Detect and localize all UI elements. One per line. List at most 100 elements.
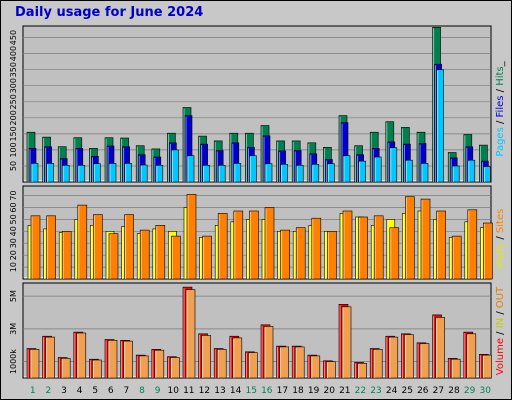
bar-sites	[139, 229, 150, 280]
bar-sites	[405, 196, 415, 280]
bar-pages	[171, 149, 179, 183]
side-label-part: OUT	[495, 286, 506, 308]
chart-title: Daily usage for June 2024	[15, 5, 204, 20]
bar-out	[388, 336, 399, 379]
bar-sites	[483, 222, 493, 280]
panel-3: 1000k 3M 5M	[9, 282, 492, 379]
bar-sites	[311, 217, 322, 280]
bar-pages	[249, 155, 257, 183]
bar-pages	[467, 159, 476, 183]
bar-sites	[342, 210, 353, 280]
y-tick-label: 200	[9, 110, 18, 125]
day-label: 5	[92, 386, 98, 396]
y-tick-label: 100	[9, 142, 18, 157]
y-tick-label: 30	[9, 238, 18, 248]
day-label: 18	[292, 386, 304, 396]
bar-out	[341, 306, 352, 379]
bar-pages	[389, 147, 398, 183]
y-tick-label: 60	[9, 202, 18, 212]
bar-pages	[233, 163, 242, 183]
day-label: 20	[323, 386, 335, 396]
day-label: 1	[30, 386, 36, 396]
bar-pages	[217, 165, 226, 183]
y-tick-label: 150	[9, 126, 18, 141]
bar-pages	[483, 166, 491, 183]
side-label-part: Sites	[495, 209, 506, 233]
bar-sites	[233, 210, 244, 280]
side-legends: Pages / Files / Hits_ Visits / Sites Volum…	[495, 60, 506, 375]
bar-out	[404, 334, 414, 379]
bar-sites	[202, 235, 212, 280]
y-tick-label: 5M	[9, 290, 18, 302]
bar-sites	[373, 215, 384, 280]
bar-out	[60, 357, 71, 379]
bar-sites	[124, 214, 134, 280]
bar-pages	[93, 163, 101, 183]
bar-pages	[358, 160, 366, 183]
bar-out	[435, 317, 445, 379]
bar-out	[185, 289, 196, 379]
bar-pages	[405, 159, 413, 183]
side-label-bottom: Volume / IN / OUT	[495, 286, 506, 375]
bar-sites	[264, 207, 275, 280]
bar-out	[279, 346, 289, 379]
bar-sites	[108, 233, 119, 280]
bar-sites	[280, 229, 290, 280]
bar-sites	[295, 227, 306, 280]
bar-out	[154, 349, 165, 379]
y-tick-label: 450	[9, 30, 18, 45]
bar-sites	[358, 216, 368, 280]
bar-out	[170, 357, 180, 379]
y-tick-label: 10	[9, 262, 18, 272]
day-label: 16	[261, 386, 273, 396]
y-tick-label: 20	[9, 250, 18, 260]
bar-out	[326, 361, 336, 379]
y-tick-label: 350	[9, 62, 18, 77]
day-label: 26	[417, 386, 429, 396]
bar-pages	[327, 163, 335, 183]
panel-2: 10 20 30 40 50 60 70	[9, 185, 493, 280]
bar-sites	[61, 231, 72, 280]
side-label-part: Hits	[495, 66, 506, 85]
y-tick-label: 250	[9, 94, 18, 109]
bar-pages	[77, 165, 86, 183]
bar-pages	[420, 163, 429, 183]
day-label: 8	[139, 386, 145, 396]
side-label-part: /	[495, 308, 506, 318]
side-label-part: /	[495, 86, 506, 96]
day-label: 11	[183, 386, 194, 396]
bar-out	[29, 348, 40, 379]
side-label-part: Pages	[495, 127, 506, 156]
side-label-middle: Visits / Sites	[495, 209, 506, 270]
day-label: 2	[46, 386, 52, 396]
bar-pages	[451, 165, 460, 183]
day-label: 14	[230, 386, 242, 396]
bar-out	[216, 348, 227, 379]
y-tick-label: 3M	[9, 323, 18, 335]
y-tick-label: 300	[9, 78, 18, 93]
day-label: 29	[464, 386, 476, 396]
bar-sites	[249, 210, 259, 280]
bar-sites	[171, 235, 181, 280]
bar-out	[92, 359, 102, 379]
side-label-part: /	[495, 117, 506, 127]
side-label-part: /	[495, 233, 506, 243]
day-label: 13	[214, 386, 225, 396]
bar-pages	[373, 156, 382, 183]
bar-sites	[467, 209, 478, 280]
bar-sites	[186, 194, 197, 280]
side-label-top: Pages / Files / Hits_	[495, 60, 506, 156]
bar-sites	[217, 213, 228, 280]
side-label-part: Files	[495, 96, 506, 118]
bar-sites	[30, 215, 41, 280]
bar-out	[123, 340, 133, 379]
bar-sites	[155, 225, 166, 280]
bar-sites	[327, 231, 337, 280]
side-label-part: _	[495, 60, 506, 67]
side-label-part: IN	[495, 318, 506, 328]
bar-out	[232, 337, 243, 379]
bar-sites	[77, 204, 88, 280]
bar-out	[138, 355, 149, 379]
